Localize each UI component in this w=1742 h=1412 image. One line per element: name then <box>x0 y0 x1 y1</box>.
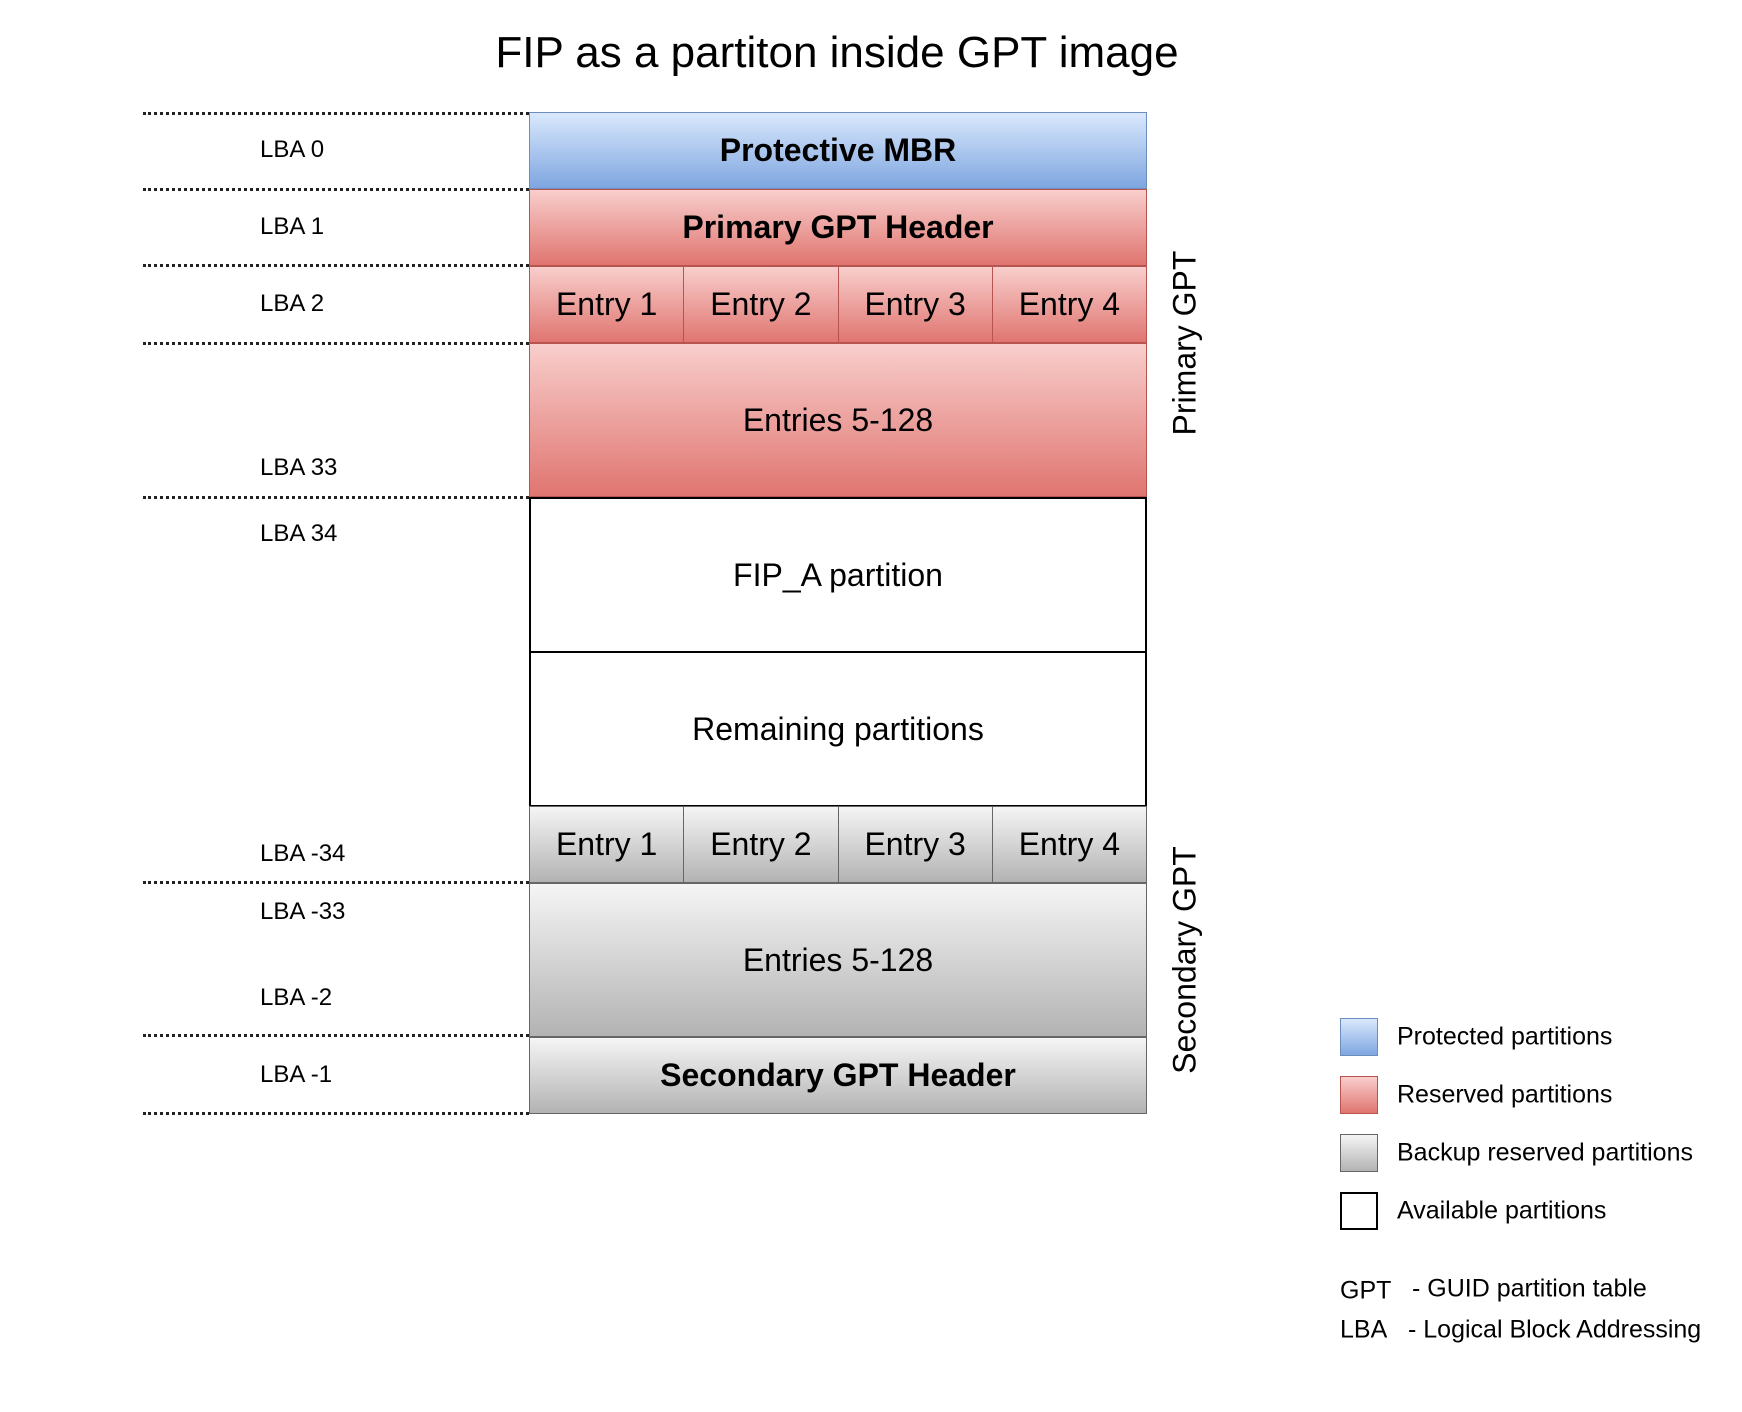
secondary-entry-cell: Entry 4 <box>991 807 1146 882</box>
lba-label: LBA 0 <box>260 136 325 163</box>
legend-swatch-reserved <box>1340 1076 1378 1114</box>
boundary-line <box>143 112 529 115</box>
lba-label: LBA 33 <box>260 454 338 481</box>
boundary-line <box>143 1034 529 1037</box>
lba-label: LBA -34 <box>260 840 346 867</box>
lba-label: LBA -1 <box>260 1061 333 1088</box>
primary-entry-cell: Entry 4 <box>991 267 1146 342</box>
secondary-entry-cell: Entry 3 <box>837 807 992 882</box>
remaining-partitions-block: Remaining partitions <box>529 651 1147 807</box>
lba-label: LBA -33 <box>260 898 346 925</box>
lba-label: LBA -2 <box>260 984 333 1011</box>
secondary-entries-rest-block: Entries 5-128 <box>529 883 1147 1037</box>
legend-label: Protected partitions <box>1397 1022 1613 1051</box>
primary-entry-cell: Entry 2 <box>683 267 837 342</box>
primary-gpt-label: Primary GPT <box>1166 250 1203 436</box>
secondary-entries-row: Entry 1 Entry 2 Entry 3 Entry 4 <box>529 806 1147 883</box>
primary-gpt-header-block: Primary GPT Header <box>529 189 1147 266</box>
lba-label: LBA 34 <box>260 520 338 547</box>
diagram-title: FIP as a partiton inside GPT image <box>495 28 1179 77</box>
lba-label: LBA 2 <box>260 290 325 317</box>
boundary-line <box>143 342 529 345</box>
lba-label: LBA 1 <box>260 213 325 240</box>
secondary-gpt-header-block: Secondary GPT Header <box>529 1037 1147 1114</box>
boundary-line <box>143 1112 529 1115</box>
primary-entries-row: Entry 1 Entry 2 Entry 3 Entry 4 <box>529 266 1147 343</box>
secondary-gpt-label: Secondary GPT <box>1166 846 1203 1074</box>
boundary-line <box>143 881 529 884</box>
legend-label: Reserved partitions <box>1397 1080 1613 1109</box>
protective-mbr-block: Protective MBR <box>529 112 1147 189</box>
legend-label: Backup reserved partitions <box>1397 1138 1693 1167</box>
secondary-entry-cell: Entry 2 <box>683 807 837 882</box>
primary-entry-cell: Entry 3 <box>837 267 992 342</box>
legend-swatch-backup <box>1340 1134 1378 1172</box>
secondary-entry-cell: Entry 1 <box>555 826 658 862</box>
legend-label: Available partitions <box>1397 1196 1607 1225</box>
legend-swatch-available <box>1340 1192 1378 1230</box>
primary-entries-rest-block: Entries 5-128 <box>529 343 1147 497</box>
boundary-line <box>143 264 529 267</box>
boundary-line <box>143 496 529 499</box>
legend-swatch-protected <box>1340 1018 1378 1056</box>
abbr-meaning: - GUID partition table <box>1412 1274 1647 1303</box>
fip-a-partition-block: FIP_A partition <box>529 497 1147 653</box>
abbr-term: GPT <box>1340 1276 1392 1305</box>
primary-entry-cell: Entry 1 <box>555 286 658 322</box>
abbr-term: LBA <box>1340 1315 1388 1344</box>
abbr-meaning: - Logical Block Addressing <box>1408 1315 1702 1344</box>
boundary-line <box>143 188 529 191</box>
